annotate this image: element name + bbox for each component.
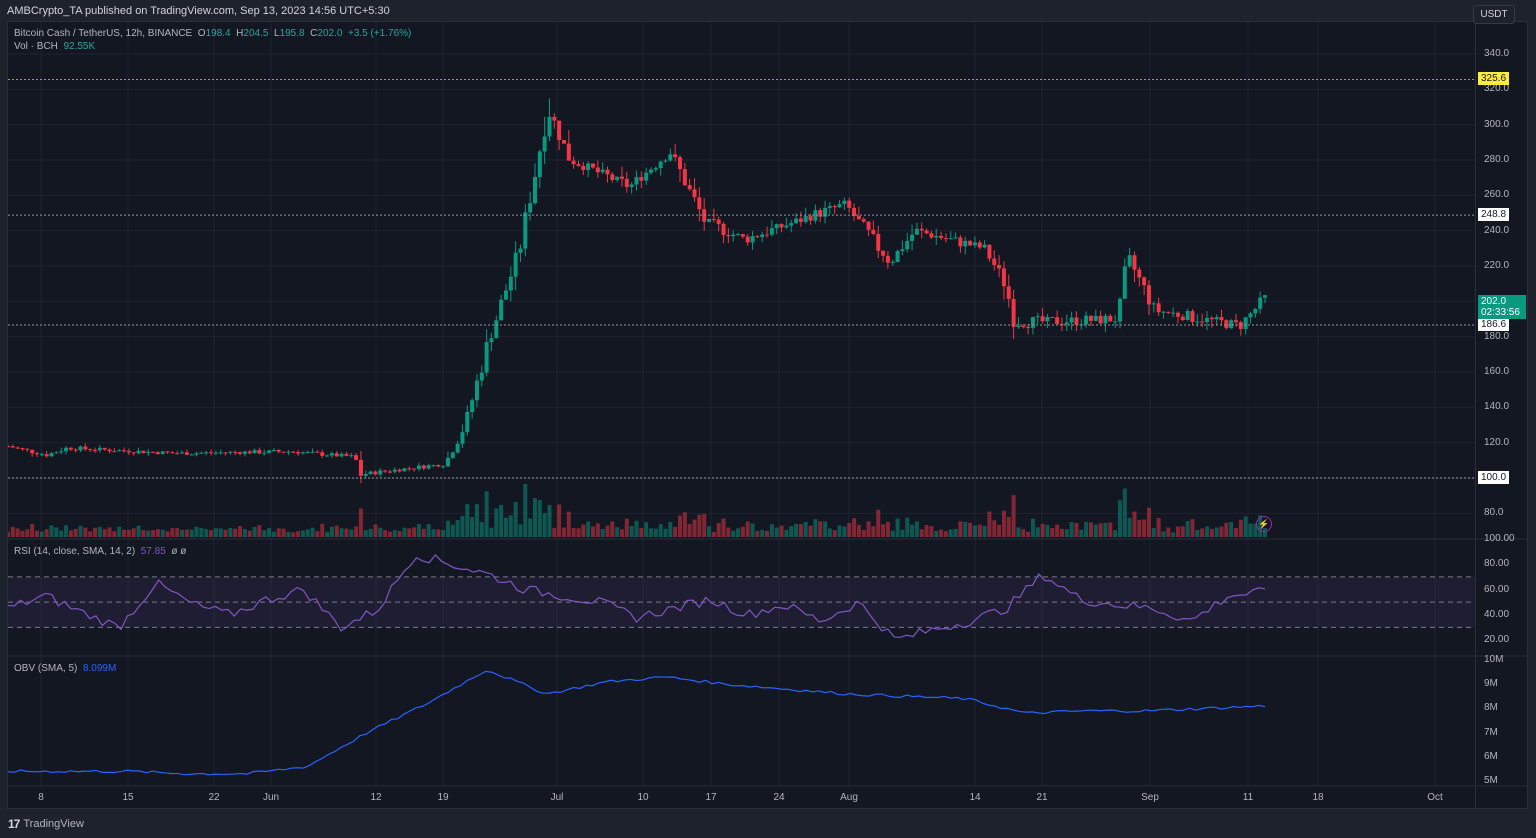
time-label: Jun (262, 792, 280, 803)
lightning-icon[interactable]: ⚡ (1256, 516, 1272, 532)
level-badge: 100.0 (1478, 471, 1510, 484)
symbol-legend: Bitcoin Cash / TetherUS, 12h, BINANCE O1… (14, 28, 412, 39)
time-label: Oct (1427, 792, 1443, 803)
rsi-legend[interactable]: RSI (14, close, SMA, 14, 2) 57.85 ø ø (14, 546, 187, 557)
time-label: 8 (38, 792, 44, 803)
time-label: 22 (208, 792, 220, 803)
price-tick: 140.0 (1484, 401, 1510, 413)
close-value: 202.0 (317, 28, 343, 39)
time-label: 24 (773, 792, 785, 803)
volume-value: 92.55K (63, 41, 96, 52)
time-label: 12 (370, 792, 382, 803)
obv-tick: 8M (1484, 702, 1498, 714)
price-tick: 80.0 (1484, 507, 1504, 519)
chart-frame[interactable]: Bitcoin Cash / TetherUS, 12h, BINANCE O1… (7, 21, 1528, 809)
change-value: +3.5 (+1.76%) (347, 28, 412, 39)
price-tick: 260.0 (1484, 189, 1510, 201)
level-badge: 186.6 (1478, 318, 1510, 331)
time-label: Jul (550, 792, 564, 803)
time-label: 15 (122, 792, 134, 803)
tradingview-logo-icon: 17 (8, 817, 20, 831)
time-label: 18 (1312, 792, 1324, 803)
price-tick: 300.0 (1484, 118, 1510, 130)
price-tick: 120.0 (1484, 436, 1510, 448)
symbol-title: Bitcoin Cash / TetherUS, 12h, BINANCE (14, 28, 193, 39)
time-label: 10 (637, 792, 649, 803)
rsi-tick: 80.00 (1484, 558, 1510, 570)
volume-legend: Vol · BCH 92.55K (14, 41, 96, 52)
high-value: 204.5 (243, 28, 269, 39)
publisher-line: AMBCrypto_TA published on TradingView.co… (7, 5, 390, 17)
rsi-tick: 20.00 (1484, 634, 1510, 645)
time-label: Sep (1141, 792, 1159, 803)
obv-tick: 5M (1484, 775, 1498, 786)
rsi-value: 57.85 (140, 546, 166, 557)
time-label: 11 (1242, 792, 1254, 803)
price-tick: 160.0 (1484, 366, 1510, 377)
obv-legend[interactable]: OBV (SMA, 5) 8.099M (14, 663, 117, 674)
price-tick: 220.0 (1484, 260, 1510, 271)
level-badge: 248.8 (1478, 208, 1510, 222)
low-value: 195.8 (279, 28, 305, 39)
countdown-timer: 02:33:56 (1481, 306, 1520, 318)
price-tick: 240.0 (1484, 224, 1510, 236)
price-tick: 180.0 (1484, 330, 1510, 342)
rsi-tick: 40.00 (1484, 608, 1510, 620)
chart-canvas[interactable] (8, 22, 1527, 808)
rsi-tick: 60.00 (1484, 583, 1510, 595)
rsi-tick: 100.00 (1484, 533, 1515, 544)
last-price-badge: 202.0 02:33:56 (1478, 294, 1526, 319)
obv-tick: 7M (1484, 726, 1498, 738)
level-badge-yellow: 325.6 (1478, 72, 1510, 86)
obv-value: 8.099M (82, 663, 117, 674)
currency-button[interactable]: USDT (1473, 5, 1515, 24)
open-value: 198.4 (205, 28, 231, 39)
time-label: 21 (1036, 792, 1048, 803)
price-tick: 320.0 (1484, 83, 1510, 95)
time-label: 19 (437, 792, 449, 803)
footer-brand: 17 TradingView (8, 817, 84, 831)
time-label: Aug (840, 792, 858, 803)
time-label: 17 (705, 792, 717, 803)
obv-tick: 6M (1484, 750, 1498, 762)
price-tick: 280.0 (1484, 154, 1510, 165)
time-label: 14 (969, 792, 981, 803)
obv-tick: 9M (1484, 678, 1498, 690)
obv-tick: 10M (1484, 654, 1504, 665)
price-axis[interactable]: 340.0320.0300.0280.0260.0240.0220.0200.0… (1475, 22, 1528, 808)
price-tick: 340.0 (1484, 48, 1510, 59)
